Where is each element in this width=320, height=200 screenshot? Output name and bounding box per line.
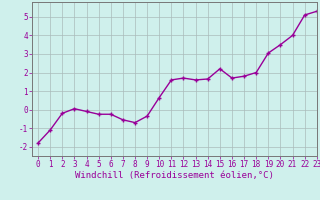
- X-axis label: Windchill (Refroidissement éolien,°C): Windchill (Refroidissement éolien,°C): [75, 171, 274, 180]
